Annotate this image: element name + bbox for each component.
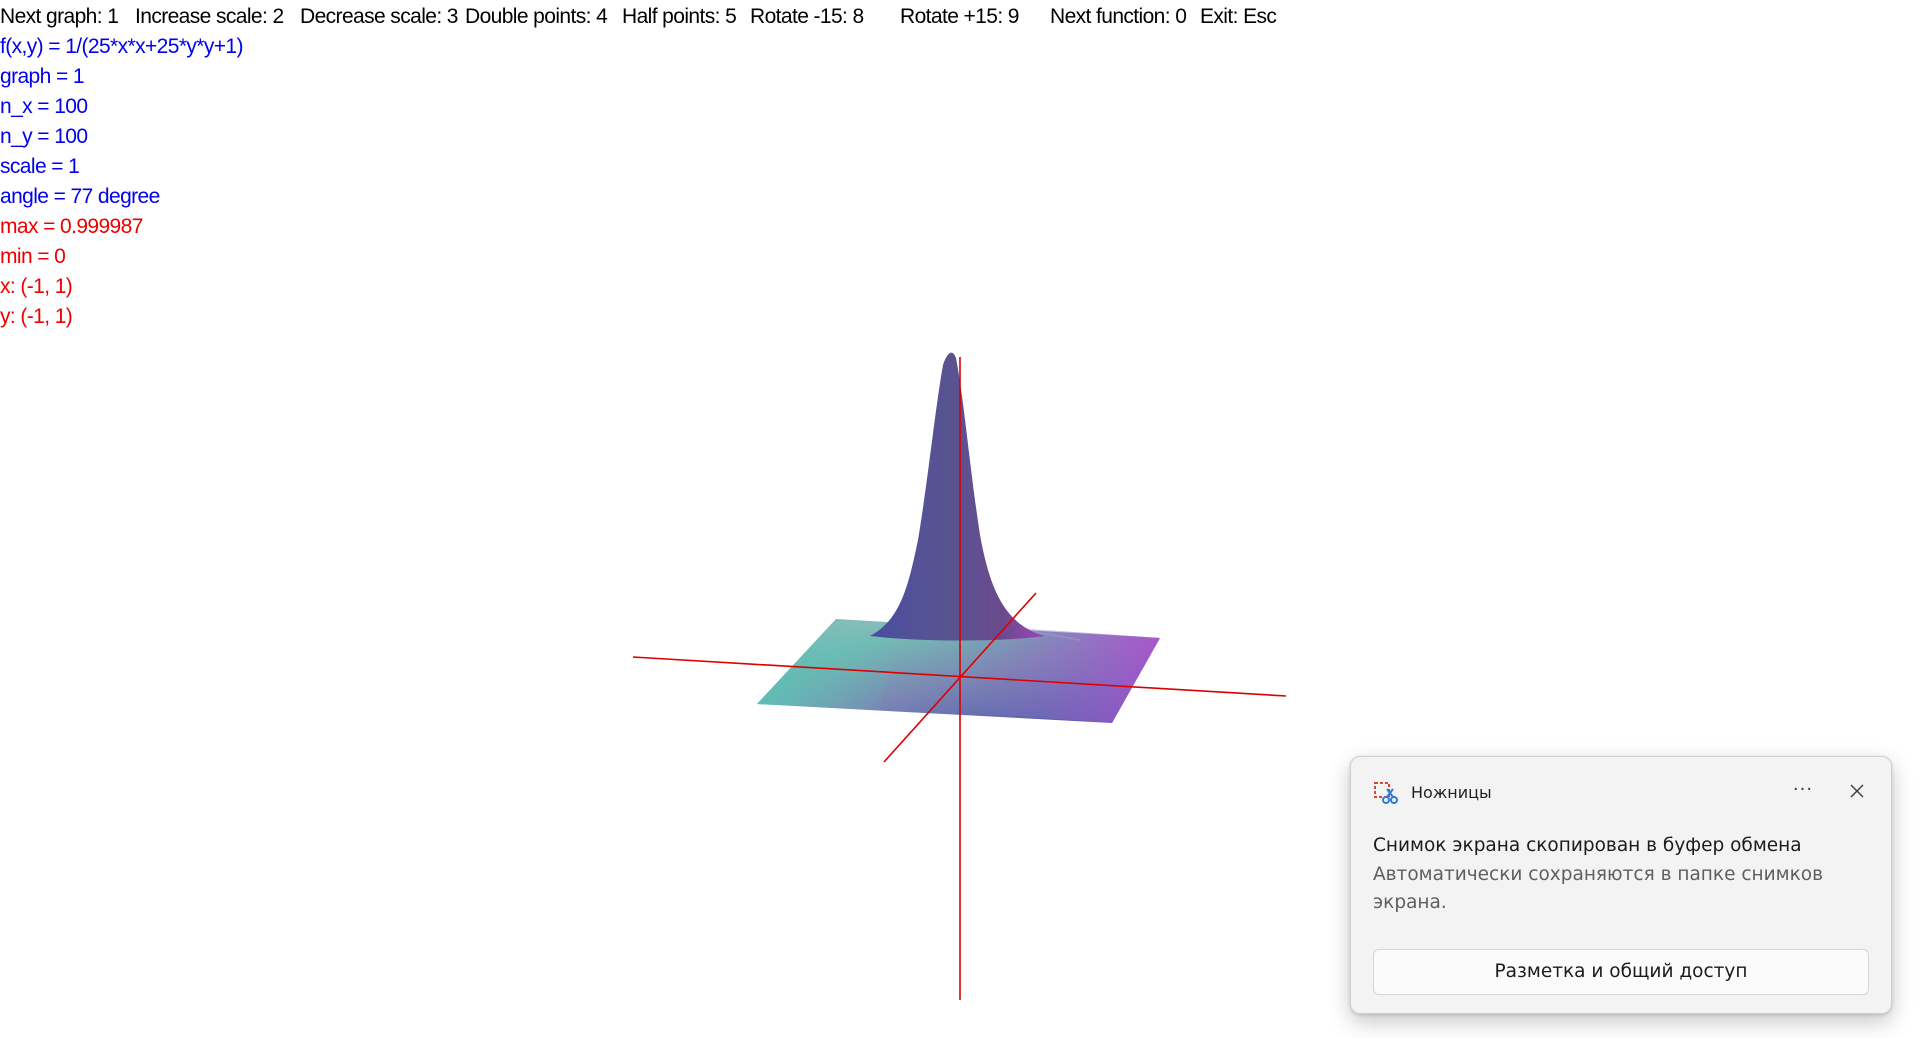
surface-base-left-tint [757,619,900,710]
scissors-icon [1374,782,1398,804]
notification-body: Автоматически сохраняются в папке снимко… [1373,864,1823,913]
hotkey-rotate-plus: Rotate +15: 9 [900,5,1019,28]
surface-base-right-tint [960,624,1160,723]
max-label: max = 0.999987 [0,215,143,238]
n-x-label: n_x = 100 [0,95,88,118]
hotkey-half-points: Half points: 5 [622,5,737,28]
hotkey-exit: Exit: Esc [1200,5,1277,28]
hotkey-double-points: Double points: 4 [465,5,608,28]
markup-and-share-button[interactable]: Разметка и общий доступ [1373,949,1869,995]
y-axis [883,592,1037,763]
surface-peak [870,352,1045,641]
notification-title: Снимок экрана скопирован в буфер обмена [1373,835,1802,856]
function-label: f(x,y) = 1/(25*x*x+25*y*y+1) [0,35,244,58]
hotkey-decrease-scale: Decrease scale: 3 [300,5,458,28]
n-y-label: n_y = 100 [0,125,88,148]
hotkey-next-graph: Next graph: 1 [0,5,119,28]
min-label: min = 0 [0,245,66,268]
y-range-label: y: (-1, 1) [0,305,73,328]
more-options-button[interactable]: ··· [1792,779,1814,800]
graph-index-label: graph = 1 [0,65,85,88]
close-icon[interactable] [1839,773,1875,809]
scale-label: scale = 1 [0,155,80,178]
hotkey-next-function: Next function: 0 [1050,5,1187,28]
x-range-label: x: (-1, 1) [0,275,73,298]
angle-label: angle = 77 degree [0,185,160,208]
snipping-tool-notification[interactable]: Ножницы ··· Снимок экрана скопирован в б… [1350,756,1892,1014]
notification-app-name: Ножницы [1411,783,1492,802]
hotkey-rotate-minus: Rotate -15: 8 [750,5,864,28]
hotkey-increase-scale: Increase scale: 2 [135,5,284,28]
